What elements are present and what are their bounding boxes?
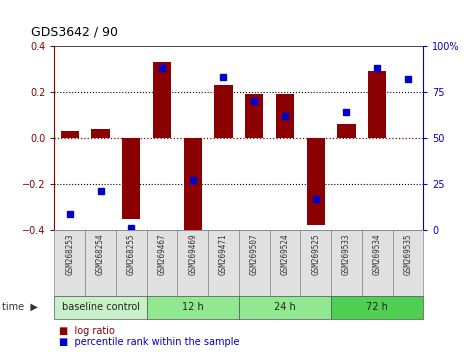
Text: GSM269467: GSM269467 [158,233,166,275]
Bar [393,230,423,296]
Bar [116,230,147,296]
Bar [85,230,116,296]
Bar [61,131,79,138]
Text: GDS3642 / 90: GDS3642 / 90 [31,26,118,39]
Bar [362,230,393,296]
Text: GSM268253: GSM268253 [65,233,74,275]
Text: time  ▶: time ▶ [2,302,38,312]
Text: GSM269524: GSM269524 [280,233,289,275]
Text: GSM269469: GSM269469 [188,233,197,275]
Text: 12 h: 12 h [182,302,203,312]
Bar [300,230,331,296]
Bar [208,230,239,296]
Text: GSM269471: GSM269471 [219,233,228,275]
Bar [177,230,208,296]
Text: 24 h: 24 h [274,302,296,312]
Bar [214,85,233,138]
Text: GSM269507: GSM269507 [250,233,259,275]
Bar [368,72,386,138]
Text: GSM269534: GSM269534 [373,233,382,275]
Bar [147,296,239,319]
Text: GSM268254: GSM268254 [96,233,105,275]
Bar [270,230,300,296]
Bar [239,230,270,296]
Bar [122,138,140,219]
Bar [147,230,177,296]
Text: GSM269533: GSM269533 [342,233,351,275]
Text: baseline control: baseline control [61,302,140,312]
Text: GSM269535: GSM269535 [403,233,412,275]
Bar [331,230,362,296]
Bar [276,95,294,138]
Bar [337,124,356,138]
Bar [245,95,263,138]
Bar [239,296,331,319]
Text: GSM269525: GSM269525 [311,233,320,275]
Bar [184,138,202,239]
Text: GSM268255: GSM268255 [127,233,136,275]
Bar [331,296,423,319]
Bar [54,230,85,296]
Bar [54,296,147,319]
Text: ■  log ratio: ■ log ratio [59,326,115,336]
Bar [91,129,110,138]
Text: 72 h: 72 h [366,302,388,312]
Text: ■  percentile rank within the sample: ■ percentile rank within the sample [59,337,240,347]
Bar [153,62,171,138]
Bar [307,138,325,225]
